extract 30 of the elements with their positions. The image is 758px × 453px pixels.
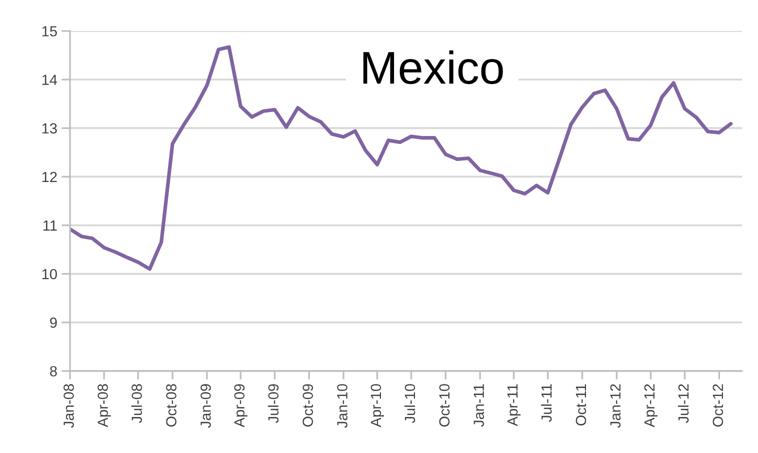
x-tick-label: Jul-09 bbox=[268, 384, 279, 423]
y-tick-label: 10 bbox=[42, 268, 57, 280]
x-tick-label: Oct-10 bbox=[439, 384, 450, 427]
y-tick-label: 13 bbox=[42, 123, 57, 134]
y-tick-label: 8 bbox=[50, 366, 57, 376]
x-tick-label: Oct-08 bbox=[166, 384, 176, 427]
x-tick-label: Apr-12 bbox=[644, 384, 658, 428]
x-tick-label: Jul-11 bbox=[541, 384, 552, 422]
y-tick-label: 15 bbox=[42, 26, 57, 36]
x-tick-label: Jan-09 bbox=[200, 384, 211, 428]
line-series bbox=[70, 45, 733, 271]
x-tick-label: Jul-12 bbox=[678, 384, 689, 423]
x-tick-label: Jan-11 bbox=[474, 384, 484, 427]
x-tick-label: Oct-12 bbox=[712, 384, 724, 427]
x-tick-label: Jan-12 bbox=[610, 384, 621, 428]
x-tick-label: Apr-08 bbox=[98, 384, 111, 428]
y-tick-label: 11 bbox=[43, 220, 57, 231]
x-tick-label: Apr-10 bbox=[370, 384, 384, 428]
y-tick-label: 14 bbox=[42, 74, 58, 85]
x-tick-label: Jul-10 bbox=[404, 384, 416, 423]
x-tick-label: Jan-10 bbox=[337, 384, 348, 428]
y-tick-label: 9 bbox=[50, 318, 57, 328]
chart-title: Mexico bbox=[363, 50, 503, 84]
x-tick-label: Apr-09 bbox=[234, 384, 248, 428]
x-tick-label: Jan-08 bbox=[64, 384, 74, 428]
x-tick-label: Jul-08 bbox=[131, 384, 142, 423]
x-tick-label: Apr-11 bbox=[508, 384, 521, 426]
y-tick-label: 12 bbox=[42, 172, 57, 182]
x-tick-label: Oct-11 bbox=[576, 384, 586, 426]
x-tick-label: Oct-09 bbox=[302, 384, 314, 427]
